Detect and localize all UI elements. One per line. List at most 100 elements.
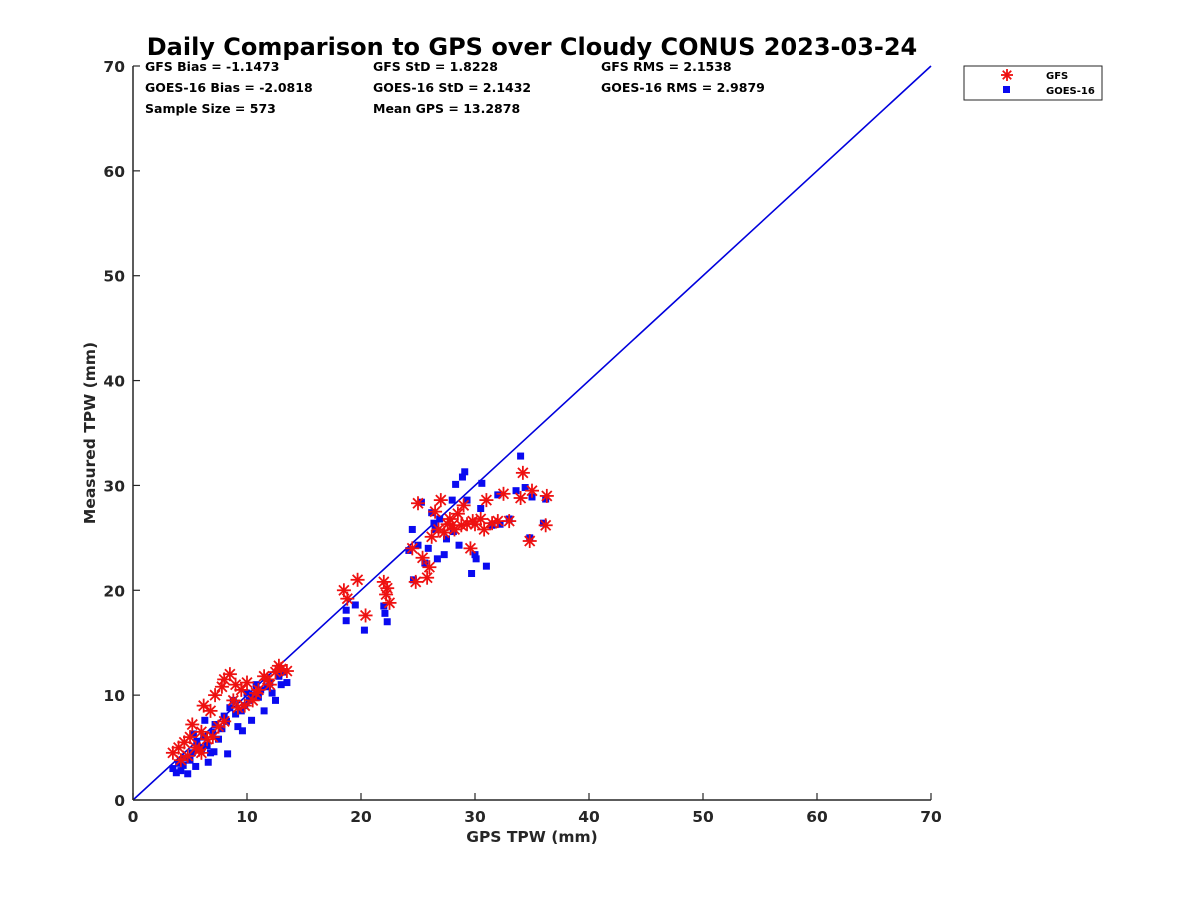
- y-tick-label: 10: [103, 687, 125, 705]
- goes16-point: [192, 762, 200, 770]
- goes16-point: [433, 555, 441, 563]
- gfs-point: [194, 724, 209, 739]
- legend-gfs-asterisk: [1001, 69, 1013, 81]
- goes16-point: [452, 480, 460, 488]
- gfs-point: [422, 560, 437, 575]
- gfs-point: [405, 541, 420, 556]
- goes16-point: [448, 496, 456, 504]
- goes16-point: [461, 468, 469, 476]
- goes16-point: [512, 487, 520, 495]
- goes16-point: [424, 544, 432, 552]
- gfs-point: [340, 591, 355, 606]
- goes16-point: [179, 761, 187, 769]
- x-tick-label: 70: [920, 808, 942, 826]
- gfs-point: [433, 493, 448, 508]
- goes16-point: [180, 754, 188, 762]
- goes16-point: [463, 496, 471, 504]
- gfs-point: [428, 504, 443, 519]
- goes16-point: [436, 515, 444, 523]
- goes16-point: [272, 696, 279, 704]
- goes16-point: [254, 693, 262, 701]
- gfs-point: [450, 506, 465, 521]
- goes16-point: [405, 546, 413, 554]
- goes16-point: [521, 484, 529, 492]
- goes16-point: [268, 689, 276, 697]
- stat-gfs-std: GFS StD = 1.8228: [373, 59, 498, 74]
- gfs-point: [234, 682, 249, 697]
- goes16-point: [440, 551, 448, 559]
- x-tick-label: 50: [692, 808, 714, 826]
- x-tick-label: 10: [236, 808, 258, 826]
- stat-goes-bias: GOES-16 Bias = -2.0818: [145, 80, 313, 95]
- goes16-point: [232, 710, 240, 718]
- goes16-point: [277, 681, 285, 689]
- x-tick-label: 60: [806, 808, 828, 826]
- y-tick-label: 20: [103, 582, 125, 600]
- x-axis-label: GPS TPW (mm): [466, 828, 598, 846]
- goes16-point: [517, 452, 525, 460]
- gfs-point: [408, 574, 423, 589]
- y-axis-label: Measured TPW (mm): [81, 342, 99, 524]
- gfs-point: [271, 658, 286, 673]
- chart-title: Daily Comparison to GPS over Cloudy CONU…: [147, 33, 918, 61]
- goes16-point: [468, 570, 476, 578]
- goes16-point: [381, 609, 389, 617]
- gfs-point: [279, 664, 294, 679]
- goes16-point: [224, 750, 232, 758]
- stat-goes-rms: GOES-16 RMS = 2.9879: [601, 80, 765, 95]
- goes16-point: [184, 770, 192, 778]
- goes16-point: [210, 748, 218, 756]
- stat-gfs-rms: GFS RMS = 2.1538: [601, 59, 732, 74]
- goes16-point: [471, 551, 479, 559]
- goes16-point: [472, 555, 480, 563]
- goes16-point: [243, 689, 251, 697]
- goes16-point: [408, 525, 416, 533]
- goes16-point: [283, 679, 291, 687]
- legend: GFS GOES-16: [963, 65, 1103, 101]
- goes16-point: [200, 733, 208, 741]
- gfs-point: [203, 703, 218, 718]
- stat-gfs-bias: GFS Bias = -1.1473: [145, 59, 279, 74]
- goes16-point: [204, 758, 212, 766]
- gfs-point: [240, 675, 254, 690]
- goes16-point: [494, 491, 502, 499]
- goes16-point: [430, 519, 438, 527]
- goes16-point: [169, 765, 177, 773]
- gfs-point: [350, 572, 365, 587]
- goes16-point: [383, 618, 391, 626]
- y-tick-label: 70: [103, 58, 125, 76]
- gfs-point: [180, 748, 195, 763]
- gfs-point: [226, 693, 241, 708]
- gfs-point: [522, 534, 537, 549]
- goes16-point: [186, 756, 194, 764]
- gfs-point: [415, 550, 430, 565]
- goes16-point: [380, 602, 388, 610]
- goes16-point: [193, 737, 201, 745]
- goes16-point: [351, 601, 359, 609]
- gfs-point: [260, 672, 275, 687]
- goes16-point: [414, 541, 422, 549]
- stat-goes-std: GOES-16 StD = 2.1432: [373, 80, 531, 95]
- gfs-point: [456, 498, 471, 513]
- stat-sample-size: Sample Size = 573: [145, 101, 276, 116]
- points-layer: [165, 452, 554, 778]
- gfs-point: [513, 491, 528, 506]
- gfs-point: [465, 514, 480, 529]
- x-tick-label: 20: [350, 808, 372, 826]
- gfs-point: [185, 717, 200, 732]
- gfs-point: [249, 686, 264, 701]
- goes16-point: [252, 681, 260, 689]
- goes16-point: [238, 727, 246, 735]
- goes16-point: [211, 721, 219, 729]
- y-tick-label: 40: [103, 373, 125, 391]
- x-tick-label: 30: [464, 808, 486, 826]
- goes16-point: [188, 749, 196, 757]
- gfs-point: [194, 745, 209, 760]
- gfs-point: [382, 595, 397, 610]
- gfs-point: [538, 518, 553, 533]
- y-tick-label: 30: [103, 477, 125, 495]
- goes16-point: [201, 716, 209, 724]
- goes16-point: [218, 725, 226, 733]
